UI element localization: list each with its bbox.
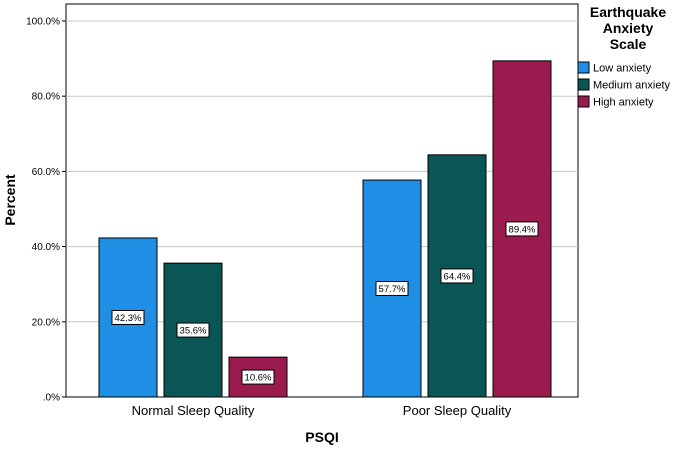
y-tick-label: 80.0% [32, 92, 60, 103]
y-axis-title: Percent [2, 174, 18, 226]
y-axis-ticks: .0% 20.0% 40.0% 60.0% 80.0% 100.0% [26, 17, 66, 404]
data-label: 89.4% [509, 224, 536, 235]
legend: Earthquake Anxiety Scale Low anxiety Medi… [577, 4, 671, 109]
y-tick-label: 60.0% [32, 167, 60, 178]
data-label-box [440, 268, 474, 284]
x-category-label: Normal Sleep Quality [132, 403, 255, 418]
x-axis-title: PSQI [305, 429, 338, 445]
x-category-label: Poor Sleep Quality [403, 403, 512, 418]
legend-entry-label: High anxiety [593, 97, 654, 109]
data-label-box [375, 281, 409, 297]
legend-entry-label: Medium anxiety [593, 80, 671, 92]
legend-swatch [577, 61, 590, 74]
data-label-box [176, 322, 210, 338]
data-label: 64.4% [444, 271, 471, 282]
y-tick-label: 20.0% [32, 317, 60, 328]
legend-swatch [577, 78, 590, 91]
legend-title-line-2: Anxiety [603, 20, 654, 36]
data-label: 10.6% [245, 373, 272, 384]
data-label-box [111, 309, 145, 325]
y-tick-label: .0% [43, 393, 60, 404]
y-tick-label: 40.0% [32, 242, 60, 253]
data-label-box [241, 369, 275, 385]
data-label: 42.3% [115, 313, 142, 324]
legend-entry-label: Low anxiety [593, 63, 652, 75]
data-label: 35.6% [180, 326, 207, 337]
legend-title-line-1: Earthquake [590, 4, 666, 20]
data-label: 57.7% [379, 284, 406, 295]
legend-swatch [577, 95, 590, 108]
data-label-box [505, 221, 539, 237]
bars: 42.3% 57.7% 35.6% 64.4% 10.6% 89.4% [98, 60, 552, 398]
x-axis-categories: Normal Sleep Quality Poor Sleep Quality [132, 403, 512, 418]
legend-title-line-3: Scale [610, 36, 647, 52]
y-tick-label: 100.0% [26, 17, 60, 28]
